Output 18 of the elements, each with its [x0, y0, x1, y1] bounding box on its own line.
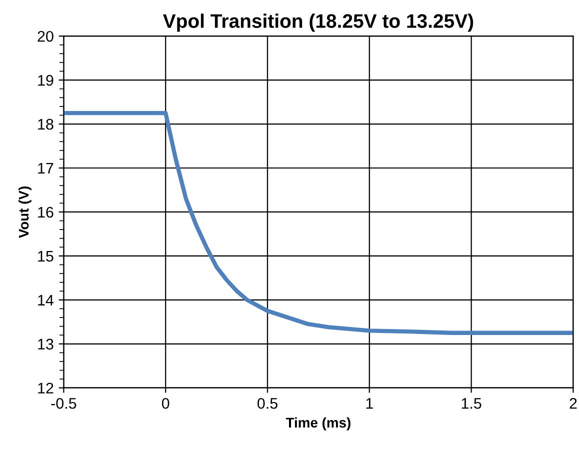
y-tick-label: 12: [38, 382, 54, 394]
y-tick-label: 17: [38, 163, 54, 174]
x-tick-label: -0.5: [51, 398, 76, 409]
y-tick-label: 13: [38, 338, 54, 350]
y-tick-label: 16: [38, 206, 54, 218]
x-axis-title: Time (ms): [286, 417, 350, 430]
x-tick-label: 0: [162, 398, 170, 409]
x-tick-label: 1.5: [462, 398, 482, 409]
chart-title: Vpol Transition (18.25V to 13.25V): [162, 14, 474, 32]
y-tick-label: 15: [38, 250, 54, 262]
y-tick-label: 20: [38, 30, 54, 42]
x-tick-label: 0.5: [257, 398, 278, 409]
x-tick-label: 1: [366, 398, 373, 409]
x-tick-label: 2: [570, 398, 577, 409]
y-tick-label: 19: [38, 74, 54, 86]
y-axis-title: Vout (V): [18, 186, 32, 238]
y-tick-label: 14: [38, 294, 54, 306]
y-tick-label: 18: [38, 118, 54, 130]
